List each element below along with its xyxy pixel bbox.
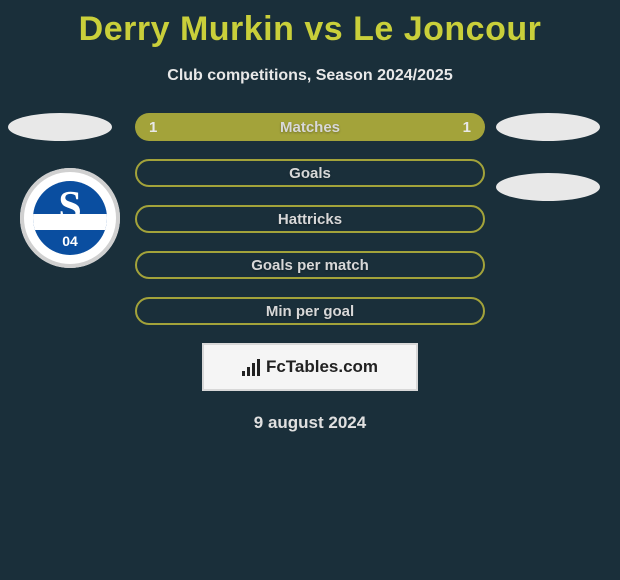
- stat-label: Hattricks: [278, 211, 342, 228]
- stat-row-matches: 1 Matches 1: [0, 113, 620, 141]
- watermark-chart-icon: [242, 358, 260, 376]
- right-player-ellipse: [496, 113, 600, 141]
- stat-pill-goals: Goals: [135, 159, 485, 187]
- stat-left-value: 1: [149, 119, 157, 136]
- watermark: FcTables.com: [202, 343, 418, 391]
- page-title: Derry Murkin vs Le Joncour: [0, 0, 620, 49]
- date-text: 9 august 2024: [0, 413, 620, 433]
- stat-pill-mpg: Min per goal: [135, 297, 485, 325]
- stat-row-mpg: Min per goal: [0, 297, 620, 325]
- stat-right-value: 1: [463, 119, 471, 136]
- watermark-text: FcTables.com: [266, 357, 378, 377]
- left-player-ellipse: [8, 113, 112, 141]
- stat-row-gpm: Goals per match: [0, 251, 620, 279]
- stat-pill-hattricks: Hattricks: [135, 205, 485, 233]
- club-badge-number: 04: [62, 233, 78, 249]
- stat-pill-gpm: Goals per match: [135, 251, 485, 279]
- stats-area: 1 Matches 1 S 04 Goals Hattricks: [0, 113, 620, 433]
- stat-row-goals: Goals: [0, 159, 620, 187]
- stat-label: Matches: [280, 119, 340, 136]
- stat-label: Goals: [289, 165, 331, 182]
- stat-pill-matches: 1 Matches 1: [135, 113, 485, 141]
- stat-row-hattricks: Hattricks: [0, 205, 620, 233]
- stat-label: Min per goal: [266, 303, 354, 320]
- stat-label: Goals per match: [251, 257, 369, 274]
- subtitle: Club competitions, Season 2024/2025: [0, 67, 620, 85]
